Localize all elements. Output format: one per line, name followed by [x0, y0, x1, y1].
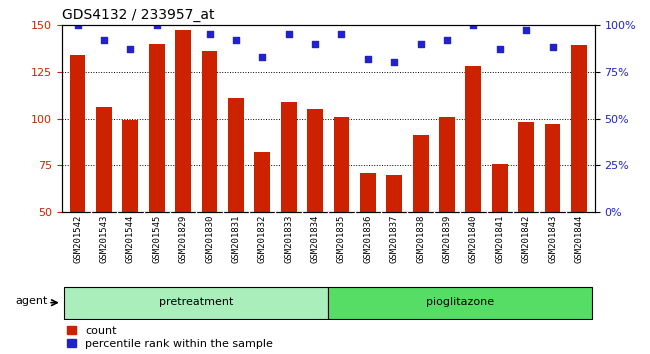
Text: GSM201837: GSM201837	[390, 215, 398, 263]
Point	[547, 45, 558, 50]
Point	[336, 31, 346, 37]
Point	[99, 37, 109, 42]
Text: GSM201831: GSM201831	[231, 215, 240, 263]
Bar	[176, 30, 191, 212]
Text: GSM201844: GSM201844	[575, 215, 584, 263]
Bar	[149, 44, 164, 212]
Bar	[254, 152, 270, 212]
Bar	[360, 173, 376, 212]
Bar	[465, 66, 481, 212]
Text: GSM201545: GSM201545	[152, 215, 161, 263]
Bar	[492, 164, 508, 212]
Point	[574, 15, 584, 20]
Point	[363, 56, 373, 61]
Bar	[518, 122, 534, 212]
Text: pioglitazone: pioglitazone	[426, 297, 494, 307]
Text: GSM201839: GSM201839	[443, 215, 452, 263]
Point	[204, 31, 214, 37]
Text: GSM201838: GSM201838	[416, 215, 425, 263]
Point	[257, 54, 268, 59]
Bar	[96, 107, 112, 212]
Bar	[333, 117, 349, 212]
Point	[231, 37, 241, 42]
Text: GSM201836: GSM201836	[363, 215, 372, 263]
Bar	[70, 55, 86, 212]
Bar	[439, 117, 455, 212]
Text: pretreatment: pretreatment	[159, 297, 233, 307]
Text: GSM201841: GSM201841	[495, 215, 504, 263]
Point	[310, 41, 320, 46]
Bar	[122, 120, 138, 212]
Text: GSM201832: GSM201832	[258, 215, 266, 263]
Point	[72, 22, 83, 28]
Text: agent: agent	[16, 296, 48, 306]
Text: GSM201542: GSM201542	[73, 215, 82, 263]
Text: GSM201840: GSM201840	[469, 215, 478, 263]
Bar	[64, 287, 328, 319]
Point	[125, 46, 136, 52]
Point	[468, 22, 478, 28]
Point	[521, 28, 531, 33]
Point	[178, 18, 188, 24]
Point	[389, 59, 399, 65]
Text: GSM201544: GSM201544	[126, 215, 135, 263]
Point	[415, 41, 426, 46]
Bar	[228, 98, 244, 212]
Bar	[281, 102, 296, 212]
Text: GSM201830: GSM201830	[205, 215, 214, 263]
Legend: count, percentile rank within the sample: count, percentile rank within the sample	[68, 326, 273, 349]
Text: GSM201843: GSM201843	[548, 215, 557, 263]
Bar	[202, 51, 218, 212]
Text: GSM201835: GSM201835	[337, 215, 346, 263]
Bar	[386, 175, 402, 212]
Point	[495, 46, 505, 52]
Text: GSM201829: GSM201829	[179, 215, 188, 263]
Text: GSM201543: GSM201543	[99, 215, 109, 263]
Point	[151, 22, 162, 28]
Bar	[571, 45, 587, 212]
Bar	[307, 109, 323, 212]
Text: GSM201834: GSM201834	[311, 215, 320, 263]
Point	[283, 31, 294, 37]
Bar	[413, 136, 428, 212]
Bar	[545, 124, 560, 212]
Bar	[328, 287, 592, 319]
Text: GDS4132 / 233957_at: GDS4132 / 233957_at	[62, 8, 214, 22]
Text: GSM201842: GSM201842	[522, 215, 530, 263]
Text: GSM201833: GSM201833	[284, 215, 293, 263]
Point	[442, 37, 452, 42]
